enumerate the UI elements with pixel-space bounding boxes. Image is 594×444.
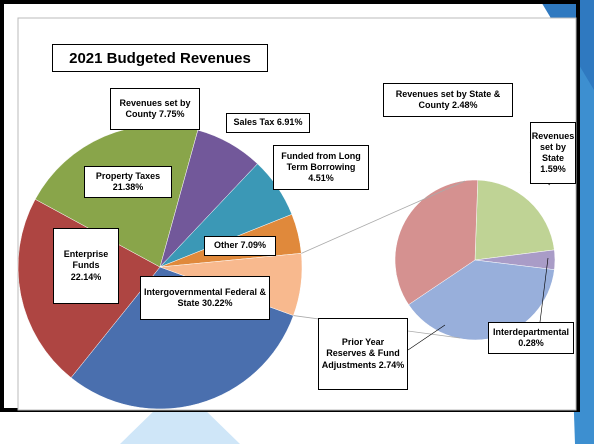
label-name: Revenues set by County bbox=[119, 97, 191, 119]
label-value: 30.22% bbox=[202, 298, 233, 308]
label-value: 7.75% bbox=[158, 109, 185, 119]
label-value: 2.48% bbox=[451, 100, 478, 110]
label-value: 7.09% bbox=[240, 240, 267, 251]
label-value: 1.59% bbox=[540, 164, 566, 175]
label-value: 21.38% bbox=[112, 182, 144, 192]
data-label: Enterprise Funds 22.14% bbox=[53, 228, 119, 304]
data-label: Property Taxes 21.38% bbox=[84, 166, 172, 198]
label-name: Funded from Long Term Borrowing bbox=[281, 150, 361, 172]
label-name: Prior Year Reserves & Fund Adjustments bbox=[321, 337, 400, 370]
label-name: Revenues set by State & County bbox=[395, 88, 501, 110]
data-label: Revenues set by State & County 2.48% bbox=[383, 83, 513, 117]
chart-title: 2021 Budgeted Revenues bbox=[52, 44, 268, 72]
data-label: Funded from Long Term Borrowing 4.51% bbox=[273, 145, 369, 190]
data-label: Prior Year Reserves & Fund Adjustments 2… bbox=[318, 318, 408, 390]
connector bbox=[301, 180, 466, 254]
label-name: Other bbox=[213, 240, 238, 251]
pie-slice bbox=[394, 179, 479, 305]
data-label: Revenues set by State 1.59% bbox=[530, 122, 576, 184]
label-name: Property Taxes bbox=[95, 170, 161, 181]
label-name: Interdepartmental bbox=[492, 326, 570, 337]
label-value: 4.51% bbox=[308, 173, 334, 184]
label-name: Intergovernmental Federal & State bbox=[143, 286, 267, 308]
label-value: 6.91% bbox=[276, 117, 303, 128]
data-label: Revenues set by County 7.75% bbox=[110, 88, 200, 130]
leader-line bbox=[407, 324, 446, 351]
data-label: Intergovernmental Federal & State 30.22% bbox=[140, 276, 270, 320]
data-label: Interdepartmental 0.28% bbox=[488, 322, 574, 354]
data-label: Sales Tax 6.91% bbox=[226, 113, 310, 133]
decor bbox=[120, 405, 240, 444]
pie-slice bbox=[474, 179, 555, 261]
label-name: Enterprise Funds bbox=[63, 249, 109, 271]
leader-line bbox=[539, 257, 549, 323]
data-label: Other 7.09% bbox=[204, 236, 276, 256]
label-name: Revenues set by State bbox=[531, 130, 575, 164]
label-value: 0.28% bbox=[518, 338, 544, 348]
label-name: Sales Tax bbox=[233, 117, 275, 128]
label-value: 2.74% bbox=[378, 359, 405, 370]
label-value: 22.14% bbox=[70, 271, 102, 282]
